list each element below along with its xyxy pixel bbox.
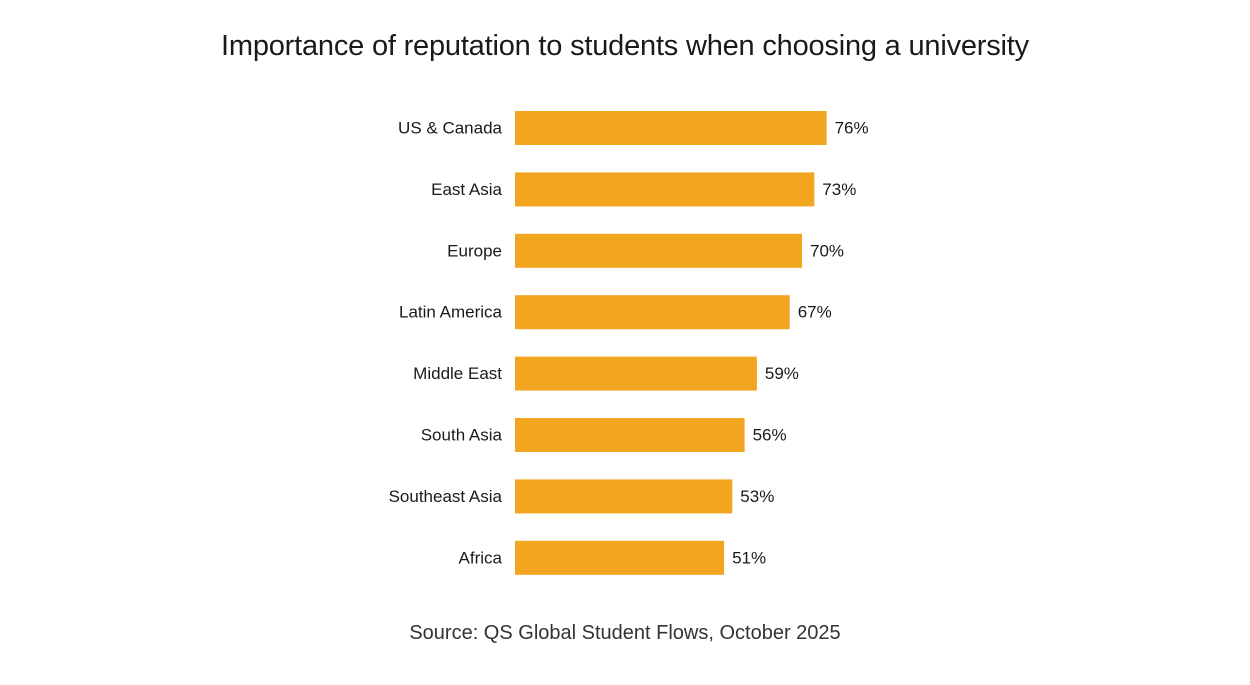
chart-source: Source: QS Global Student Flows, October…	[409, 622, 841, 644]
value-label: 70%	[810, 241, 844, 260]
value-label: 67%	[798, 303, 832, 322]
value-label: 56%	[753, 426, 787, 445]
bar	[515, 233, 802, 268]
bar	[515, 172, 815, 207]
category-label: Latin America	[399, 303, 503, 322]
bar	[515, 356, 757, 391]
value-label: 73%	[822, 180, 856, 199]
category-label: East Asia	[431, 180, 502, 199]
value-label: 51%	[732, 548, 766, 567]
category-label: Africa	[459, 548, 503, 567]
category-label: Middle East	[413, 364, 502, 383]
chart-title: Importance of reputation to students whe…	[221, 30, 1029, 62]
bar	[515, 295, 790, 330]
category-label: Southeast Asia	[389, 487, 503, 506]
value-label: 76%	[835, 119, 869, 138]
value-label: 53%	[740, 487, 774, 506]
value-label: 59%	[765, 364, 799, 383]
bar	[515, 540, 725, 575]
category-label: Europe	[447, 241, 502, 260]
category-label: US & Canada	[398, 119, 502, 138]
bar	[515, 479, 733, 514]
bar	[515, 418, 745, 452]
bar	[515, 111, 827, 145]
category-label: South Asia	[421, 426, 503, 445]
